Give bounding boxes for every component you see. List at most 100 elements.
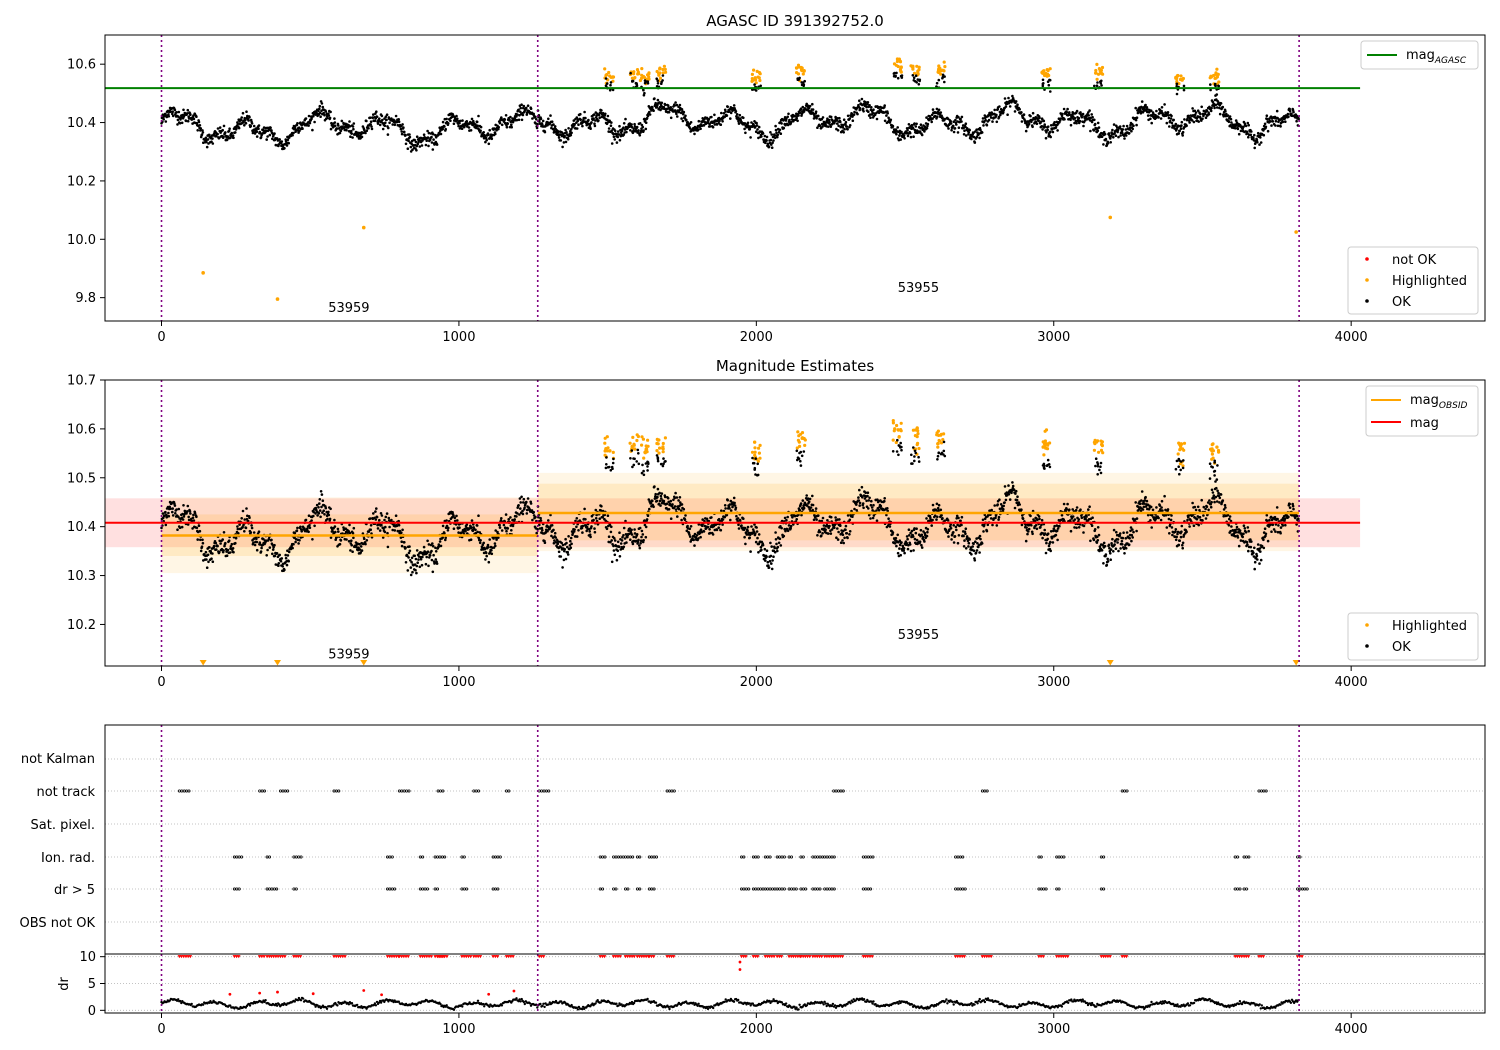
ok-point [807,505,811,509]
ok-point [909,135,913,139]
ok-point [182,504,185,507]
ok-point [1279,125,1282,128]
ok-point [888,525,892,528]
ok-point [640,529,644,533]
ok-point [241,526,244,529]
ok-point [913,537,917,541]
ok-point [557,550,561,554]
ok-point [1047,83,1051,87]
ok-point [238,523,241,526]
ok-point [1112,123,1116,126]
ok-point [216,544,219,548]
ok-point [1250,130,1253,133]
ok-point [724,507,727,510]
ok-point [1253,142,1257,145]
highlighted-point [755,69,759,73]
ok-point [991,523,994,527]
ok-point [604,77,608,80]
ok-point [599,509,603,512]
ok-point [351,125,355,128]
ok-point [1252,136,1255,140]
ok-point [508,118,511,121]
ok-point [744,542,747,546]
ok-point [776,545,780,549]
ok-point [372,113,375,116]
ok-point [1049,135,1052,139]
ok-point [278,138,282,141]
ok-point [688,127,692,130]
ok-point [257,127,260,130]
ok-point [368,116,372,119]
ok-point [318,111,322,115]
ok-point [993,108,996,112]
ok-point [872,503,875,507]
ok-point [494,529,498,532]
ok-point [1046,125,1050,128]
ok-point [227,129,231,133]
ok-point [160,526,163,530]
ok-point [680,108,684,111]
ok-point [584,116,587,120]
ok-point [902,134,906,137]
ok-point [655,77,658,80]
ok-point [345,538,348,541]
ok-point [765,139,768,142]
ok-point [814,516,817,519]
ok-point [534,115,537,119]
ok-point [1194,111,1198,114]
ok-point [1068,113,1071,116]
ok-point [613,537,616,540]
ok-point [567,127,570,130]
ok-point [964,122,968,125]
ok-point [680,503,684,506]
ok-point [430,558,434,562]
ok-point [903,551,906,555]
ok-point [379,512,383,515]
ok-point [1107,132,1111,135]
ok-point [682,507,686,511]
ok-point [401,123,404,126]
ok-point [799,502,803,505]
ok-point [763,547,767,551]
ok-point [562,141,566,144]
ok-point [364,131,367,135]
ok-point [926,528,930,531]
ok-point [410,560,413,564]
ok-point [201,541,205,545]
ok-point [397,120,401,123]
ok-point [919,528,923,532]
ok-point [867,499,871,502]
ok-point [490,549,493,552]
ok-point [866,101,870,104]
ok-point [476,530,479,534]
ok-point [755,530,759,533]
ok-point [583,507,586,511]
ok-point [643,523,647,527]
ok-point [250,526,254,530]
ok-point [673,505,677,508]
ok-point [708,125,712,128]
ok-point [188,510,192,513]
ok-point [972,135,976,139]
ok-point [631,542,635,546]
ok-point [195,121,199,125]
ok-point [497,125,501,129]
ok-point [923,130,926,133]
ok-point [960,515,964,519]
ok-point [1166,111,1170,114]
ok-point [773,546,776,550]
ok-point [723,504,727,507]
x-tick-label: 3000 [1037,330,1070,345]
ok-point [370,127,374,131]
ok-point [334,124,337,128]
ok-point [516,512,519,515]
ok-point [918,130,922,133]
ok-point [978,136,981,140]
ok-point [403,541,406,544]
ok-point [1187,114,1190,118]
ok-point [1253,133,1256,137]
ok-point [610,142,614,145]
ok-point [1224,109,1227,113]
ok-point [633,122,636,126]
ok-point [1227,120,1231,124]
